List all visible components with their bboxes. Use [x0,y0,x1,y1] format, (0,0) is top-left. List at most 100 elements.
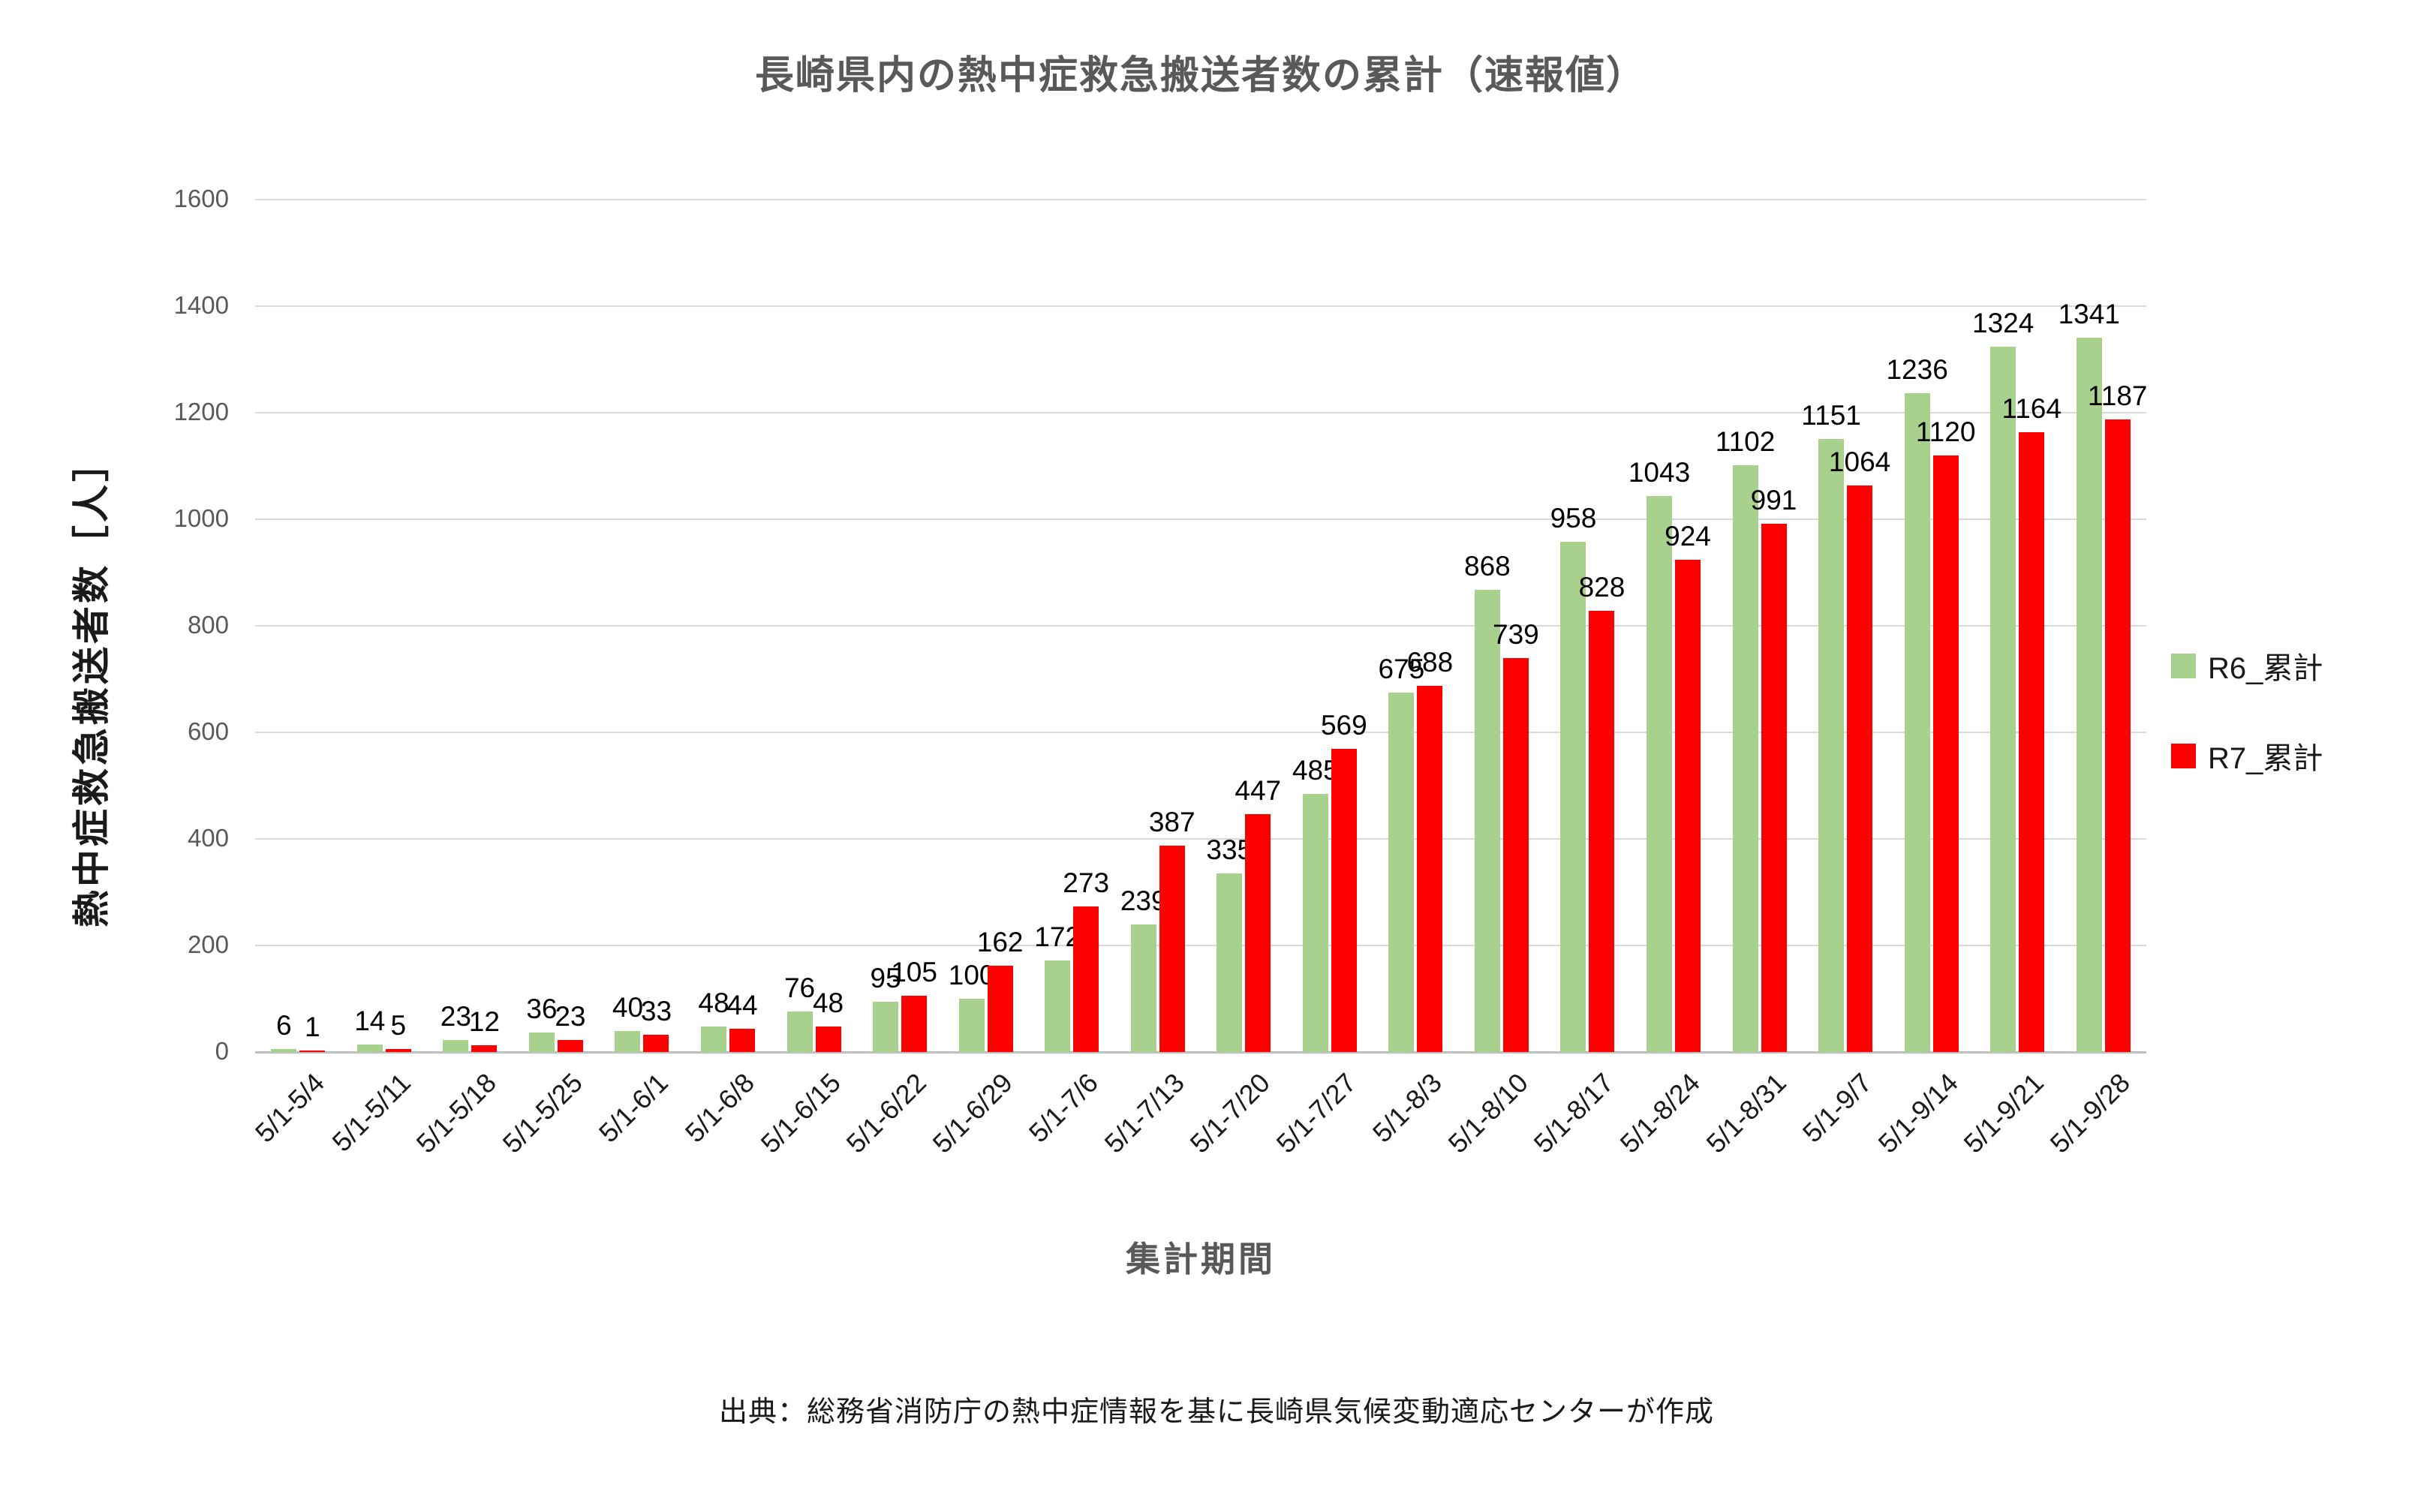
x-tick-label-5/1-5/25: 5/1-5/25 [496,1067,588,1159]
y-tick-label-1400: 1400 [173,291,229,319]
bar-value-label-R7_累計-5/1-5/18: 12 [468,1006,500,1038]
bar-value-label-R7_累計-5/1-7/13: 387 [1148,807,1195,838]
bar-value-label-R6_累計-5/1-7/6: 172 [1034,921,1081,952]
bar-R7_累計-5/1-8/31 [1761,524,1787,1052]
bar-R6_累計-5/1-6/1 [615,1030,641,1052]
bar-R6_累計-5/1-6/22 [873,1001,899,1052]
bar-value-label-R7_累計-5/1-8/31: 991 [1750,485,1797,516]
bar-R7_累計-5/1-6/8 [729,1028,755,1052]
bar-value-label-R7_累計-5/1-6/15: 48 [812,987,844,1018]
bar-value-label-R6_累計-5/1-7/13: 239 [1120,885,1167,917]
bar-R7_累計-5/1-6/15 [815,1026,841,1052]
bar-value-label-R7_累計-5/1-8/17: 828 [1578,572,1626,603]
bar-value-label-R7_累計-5/1-6/22: 105 [891,957,937,988]
bar-value-label-R7_累計-5/1-7/6: 273 [1063,867,1110,899]
x-tick-label-5/1-7/13: 5/1-7/13 [1098,1067,1190,1159]
bar-value-label-R6_累計-5/1-8/10: 868 [1464,550,1511,582]
gridline-1600 [255,199,2146,200]
bar-R7_累計-5/1-6/22 [901,996,928,1052]
bar-R7_累計-5/1-5/11 [385,1049,411,1052]
bar-R7_累計-5/1-6/29 [987,965,1013,1052]
y-tick-label-1200: 1200 [173,398,229,425]
bar-value-label-R6_累計-5/1-7/27: 485 [1292,754,1339,786]
bar-R7_累計-5/1-7/13 [1159,846,1185,1052]
legend: R6_累計 R7_累計 [2171,644,2323,777]
legend-swatch-R6_累計 [2171,653,2196,678]
bar-value-label-R6_累計-5/1-6/22: 95 [870,962,901,993]
legend-swatch-R7_累計 [2171,743,2196,768]
bar-value-label-R6_累計-5/1-7/20: 335 [1206,834,1253,866]
bar-R7_累計-5/1-8/17 [1589,611,1615,1052]
x-tick-label-5/1-9/7: 5/1-9/7 [1796,1067,1878,1149]
x-tick-label-5/1-8/17: 5/1-8/17 [1528,1067,1620,1159]
x-tick-label-5/1-7/6: 5/1-7/6 [1022,1067,1105,1149]
bar-value-label-R6_累計-5/1-8/24: 1043 [1628,457,1691,488]
x-tick-label-5/1-6/29: 5/1-6/29 [926,1067,1018,1159]
bar-value-label-R7_累計-5/1-6/29: 162 [976,926,1024,957]
gridline-0 [255,1051,2146,1054]
bar-R6_累計-5/1-9/21 [1990,346,2016,1052]
bar-R6_累計-5/1-6/15 [786,1012,813,1052]
bar-R7_累計-5/1-5/4 [299,1051,326,1052]
bar-value-label-R7_累計-5/1-9/7: 1064 [1828,446,1891,477]
bar-R6_累計-5/1-6/8 [701,1026,726,1052]
chart-title: 長崎県内の熱中症救急搬送者数の累計（速報値） [754,54,1647,98]
bar-R7_累計-5/1-9/7 [1847,485,1873,1052]
bar-R6_累計-5/1-9/14 [1904,393,1930,1052]
bar-value-label-R6_累計-5/1-6/29: 100 [948,960,995,990]
bar-value-label-R7_累計-5/1-6/1: 33 [640,995,672,1027]
bar-R7_累計-5/1-9/14 [1932,455,1959,1052]
y-tick-label-600: 600 [187,717,229,745]
bar-value-label-R7_累計-5/1-8/10: 739 [1493,619,1539,651]
bar-value-label-R6_累計-5/1-6/8: 48 [698,987,729,1018]
bar-R7_累計-5/1-8/24 [1675,559,1701,1052]
gridline-1200 [255,412,2146,413]
bar-R7_累計-5/1-7/27 [1331,749,1357,1052]
y-tick-label-1600: 1600 [173,185,229,212]
bar-R7_累計-5/1-9/21 [2019,431,2045,1052]
bar-value-label-R6_累計-5/1-9/14: 1236 [1886,354,1948,386]
bar-value-label-R7_累計-5/1-8/3: 688 [1406,646,1454,678]
x-tick-label-5/1-7/20: 5/1-7/20 [1183,1067,1277,1159]
bar-value-label-R7_累計-5/1-8/24: 924 [1665,520,1711,552]
legend-label-R7_累計: R7_累計 [2208,742,2323,775]
x-tick-label-5/1-5/4: 5/1-5/4 [249,1067,331,1149]
bar-value-label-R6_累計-5/1-5/18: 23 [440,1000,471,1032]
bar-value-label-R7_累計-5/1-9/21: 1164 [2001,392,2062,424]
x-tick-label-5/1-8/31: 5/1-8/31 [1700,1067,1792,1159]
bar-R7_累計-5/1-6/1 [643,1034,669,1052]
y-tick-label-1000: 1000 [173,504,229,532]
bar-R6_累計-5/1-6/29 [958,999,985,1052]
bar-value-label-R6_累計-5/1-6/15: 76 [783,972,816,1004]
bar-R7_累計-5/1-7/20 [1245,813,1271,1052]
x-tick-label-5/1-9/14: 5/1-9/14 [1872,1067,1964,1159]
bar-R6_累計-5/1-7/20 [1216,873,1243,1052]
x-tick-label-5/1-6/15: 5/1-6/15 [754,1067,847,1159]
bar-value-label-R7_累計-5/1-5/11: 5 [390,1010,407,1042]
bar-value-label-R6_累計-5/1-9/21: 1324 [1972,307,2035,338]
y-tick-label-400: 400 [187,824,229,852]
gridline-800 [255,625,2146,627]
bar-R7_累計-5/1-5/18 [471,1045,498,1052]
bar-value-label-R6_累計-5/1-6/1: 40 [612,991,644,1023]
bar-R6_累計-5/1-7/6 [1045,960,1071,1052]
x-tick-label-5/1-6/8: 5/1-6/8 [678,1067,760,1149]
bar-R6_累計-5/1-9/28 [2076,337,2102,1052]
x-tick-label-5/1-9/21: 5/1-9/21 [1957,1067,2050,1159]
bar-value-label-R6_累計-5/1-8/3: 675 [1378,653,1425,684]
x-tick-label-5/1-7/27: 5/1-7/27 [1270,1067,1362,1159]
x-tick-label-5/1-6/22: 5/1-6/22 [840,1067,933,1159]
gridline-1000 [255,519,2146,520]
bar-R7_累計-5/1-5/25 [557,1039,583,1052]
legend-label-R6_累計: R6_累計 [2208,652,2323,685]
bar-value-label-R7_累計-5/1-9/28: 1187 [2087,380,2148,412]
x-tick-label-5/1-5/11: 5/1-5/11 [326,1067,417,1158]
bar-value-label-R7_累計-5/1-6/8: 44 [726,989,758,1021]
x-tick-label-5/1-9/28: 5/1-9/28 [2044,1067,2136,1159]
bar-value-label-R7_累計-5/1-7/20: 447 [1235,774,1282,806]
bar-R6_累計-5/1-9/7 [1818,438,1845,1052]
bar-R6_累計-5/1-5/18 [443,1039,469,1052]
x-tick-label-5/1-8/24: 5/1-8/24 [1613,1067,1706,1159]
gridline-400 [255,838,2146,840]
